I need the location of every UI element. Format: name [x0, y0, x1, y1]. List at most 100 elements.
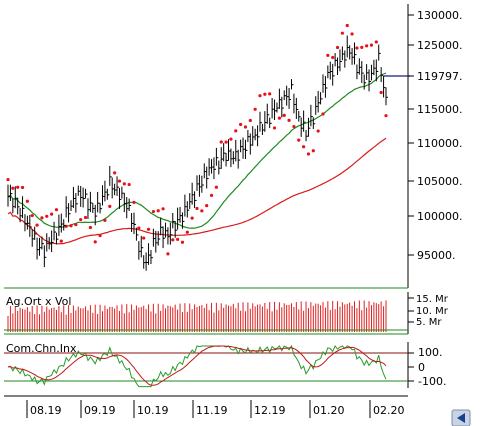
sar-dot [79, 217, 83, 222]
sar-dot [374, 40, 378, 44]
sar-dot [345, 23, 349, 28]
x-label-08-19: 08.19 [30, 404, 62, 417]
sar-dot [365, 44, 369, 48]
indicator-panel-label: Com.Chn.Inx [6, 342, 77, 355]
sar-dot [214, 185, 218, 189]
sar-dot [248, 118, 252, 123]
arrow-left-icon [457, 413, 465, 423]
volume-tick-5: 5. Mr [416, 317, 442, 328]
sar-dot [108, 204, 112, 208]
sar-dot [219, 140, 223, 144]
sar-dot [146, 227, 151, 231]
price-tick-105000: 105000. [417, 175, 463, 188]
sar-dot [355, 46, 359, 50]
sar-dot [142, 236, 146, 240]
sar-dot [6, 177, 10, 182]
volume-axis: 15. Mr 10. Mr 5. Mr [408, 294, 449, 328]
price-tick-110000: 110000. [417, 137, 463, 150]
sar-dot [302, 145, 306, 149]
sar-dot [335, 45, 340, 50]
sar-dot [93, 240, 97, 244]
sar-dot [331, 55, 335, 60]
sar-dot [369, 43, 374, 47]
sar-dot [50, 212, 54, 216]
sar-dot [379, 90, 383, 95]
sar-dot [161, 207, 165, 211]
sar-dot [132, 200, 136, 204]
sar-dot [166, 252, 170, 256]
price-tick-95000: 95000. [417, 249, 456, 262]
sar-dot [190, 216, 194, 220]
sar-dot [88, 225, 92, 230]
sar-dot [180, 240, 185, 244]
sar-dot [282, 113, 286, 117]
sar-dot [297, 138, 301, 142]
cci-tick-100: 100. [418, 346, 443, 359]
time-axis: 08.19 09.19 10.19 11.19 12.19 01.20 02.2… [26, 400, 405, 418]
x-label-01-20: 01.20 [313, 404, 345, 417]
sar-dot [326, 53, 330, 57]
price-tick-current: 119797. [417, 70, 463, 83]
sar-dot [360, 45, 364, 49]
sar-dot [69, 224, 73, 228]
sar-dot [16, 185, 20, 189]
sar-dot [239, 122, 243, 127]
sar-dot [40, 216, 44, 220]
sar-dot [195, 206, 199, 211]
sar-dot [258, 94, 262, 98]
sar-dot [306, 152, 311, 156]
x-label-11-19: 11.19 [196, 404, 228, 417]
sar-dot [122, 182, 126, 186]
sar-dot [277, 116, 281, 120]
volume-bars [7, 300, 387, 332]
sar-dot [54, 208, 59, 212]
sar-dot [224, 140, 228, 144]
volume-tick-10: 10. Mr [416, 306, 449, 317]
price-bars [7, 35, 388, 271]
price-tick-100000: 100000. [417, 210, 463, 223]
cci-line [7, 344, 387, 388]
sar-dot [156, 209, 160, 213]
price-tick-115000: 115000. [417, 103, 463, 116]
cci-lines [7, 344, 387, 388]
price-tick-125000: 125000. [417, 39, 463, 52]
sar-dot [151, 209, 155, 214]
sar-dot [127, 182, 131, 187]
sar-dot [263, 92, 267, 96]
sar-dot [292, 124, 296, 129]
cci-tick-0: 0 [418, 361, 425, 374]
sar-dot [83, 215, 88, 220]
scroll-left-button[interactable] [451, 409, 471, 426]
x-label-12-19: 12.19 [254, 404, 286, 417]
sar-dot [171, 238, 175, 242]
long-moving-average [7, 137, 387, 245]
sar-dot [45, 214, 49, 218]
indicator-axis: 100. 0 -100. [408, 346, 446, 388]
price-tick-130000: 130000. [417, 9, 463, 22]
price-axis: 130000. 125000. 119797. 115000. 110000. … [408, 9, 463, 262]
sar-dot [268, 92, 272, 96]
sar-dot [272, 126, 277, 130]
sar-dot [20, 185, 25, 190]
sar-dot [103, 218, 107, 222]
sar-dot [311, 149, 315, 153]
volume-tick-15: 15. Mr [416, 294, 449, 305]
parabolic-sar-dots [6, 23, 388, 256]
sar-dot [287, 118, 291, 122]
cci-signal-line [7, 345, 387, 386]
sar-dot [229, 137, 233, 141]
sar-dot [209, 193, 214, 197]
long-ma-line [7, 137, 387, 245]
sar-dot [205, 204, 209, 208]
sar-dot [74, 223, 78, 227]
sar-dot [35, 223, 39, 227]
x-label-09-19: 09.19 [84, 404, 116, 417]
sar-dot [340, 31, 344, 35]
sar-dot [234, 129, 238, 133]
sar-dot [98, 234, 102, 238]
sar-dot [11, 186, 15, 190]
sar-dot [176, 237, 180, 241]
sar-dot [253, 107, 257, 111]
x-label-10-19: 10.19 [137, 404, 169, 417]
